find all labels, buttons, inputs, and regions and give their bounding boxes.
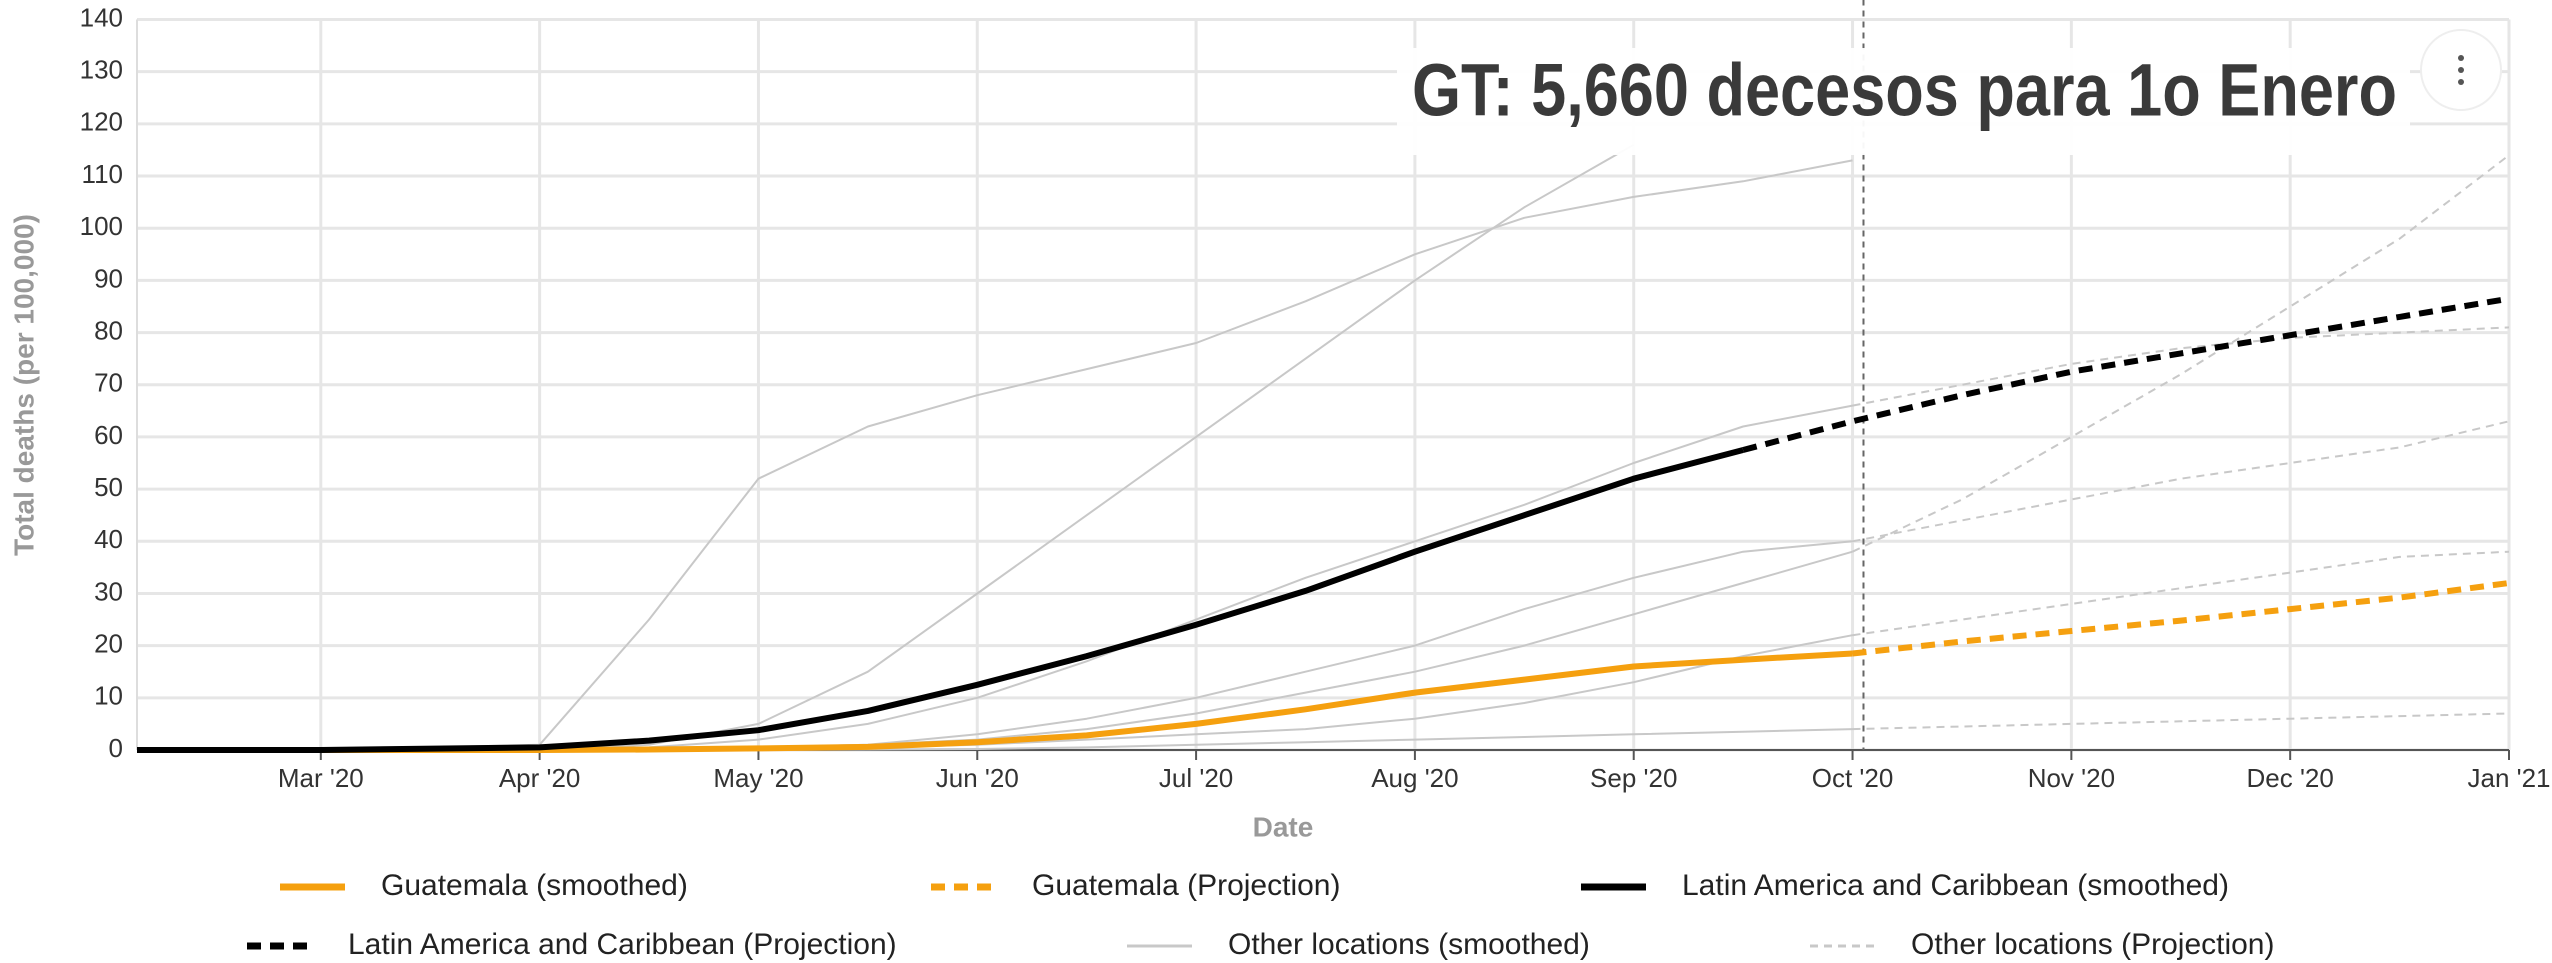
series-line xyxy=(1852,326,2510,407)
y-tick-label: 130 xyxy=(80,55,123,85)
series-line xyxy=(1852,420,2510,543)
y-tick-label: 10 xyxy=(94,681,123,711)
legend-label: Other locations (smoothed) xyxy=(1228,928,1590,961)
legend-label: Guatemala (smoothed) xyxy=(381,869,688,902)
menu-dot xyxy=(2458,67,2464,73)
y-tick-label: 60 xyxy=(94,420,123,450)
y-tick-label: 20 xyxy=(94,629,123,659)
series-line xyxy=(1852,154,2510,553)
x-axis-label: Date xyxy=(1253,811,1314,842)
series-line xyxy=(137,159,1853,751)
menu-button[interactable] xyxy=(2420,29,2502,111)
x-tick-label: May '20 xyxy=(713,763,803,793)
y-tick-label: 50 xyxy=(94,472,123,502)
x-tick-label: Jul '20 xyxy=(1159,763,1233,793)
lines xyxy=(137,143,2510,753)
legend-label: Other locations (Projection) xyxy=(1911,928,2275,961)
y-tick-label: 140 xyxy=(80,2,123,32)
series-line xyxy=(137,447,1744,753)
y-tick-label: 110 xyxy=(82,159,123,189)
y-tick-label: 30 xyxy=(94,576,123,606)
legend-label: Latin America and Caribbean (Projection) xyxy=(348,928,897,961)
series-line xyxy=(1852,712,2510,731)
x-tick-label: Dec '20 xyxy=(2247,763,2334,793)
legend-label: Latin America and Caribbean (smoothed) xyxy=(1682,869,2229,902)
y-tick-label: 40 xyxy=(94,524,123,554)
x-tick-label: Oct '20 xyxy=(1812,763,1894,793)
y-tick-label: 70 xyxy=(94,368,123,398)
menu-dot xyxy=(2458,55,2464,61)
x-tick-label: Mar '20 xyxy=(278,763,364,793)
x-tick-label: Aug '20 xyxy=(1371,763,1458,793)
x-tick-label: Nov '20 xyxy=(2028,763,2115,793)
y-tick-label: 0 xyxy=(109,733,123,763)
series-line xyxy=(1852,550,2510,637)
legend-label: Guatemala (Projection) xyxy=(1032,869,1340,902)
grid: 0 10 20 30 40 50 60 70 80 90 100 110 120 130 140 Mar '2… xyxy=(80,0,2551,793)
y-tick-label: 90 xyxy=(94,263,123,293)
y-axis-label: Total deaths (per 100,000) xyxy=(8,214,39,556)
x-tick-label: Sep '20 xyxy=(1590,763,1677,793)
y-tick-label: 100 xyxy=(80,211,123,241)
annotation: GT: 5,660 decesos para 1o Enero xyxy=(1412,49,2397,132)
y-tick-label: 80 xyxy=(94,315,123,345)
annotation-box xyxy=(1397,48,2410,155)
x-tick-label: Jan '21 xyxy=(2467,763,2550,793)
series-line xyxy=(137,143,1635,751)
menu-dot xyxy=(2458,79,2464,85)
series-line xyxy=(1852,580,2510,657)
series-line xyxy=(1742,295,2510,453)
y-tick-label: 120 xyxy=(80,107,123,137)
x-tick-label: Apr '20 xyxy=(499,763,581,793)
x-tick-label: Jun '20 xyxy=(936,763,1019,793)
series-line xyxy=(137,650,1853,753)
